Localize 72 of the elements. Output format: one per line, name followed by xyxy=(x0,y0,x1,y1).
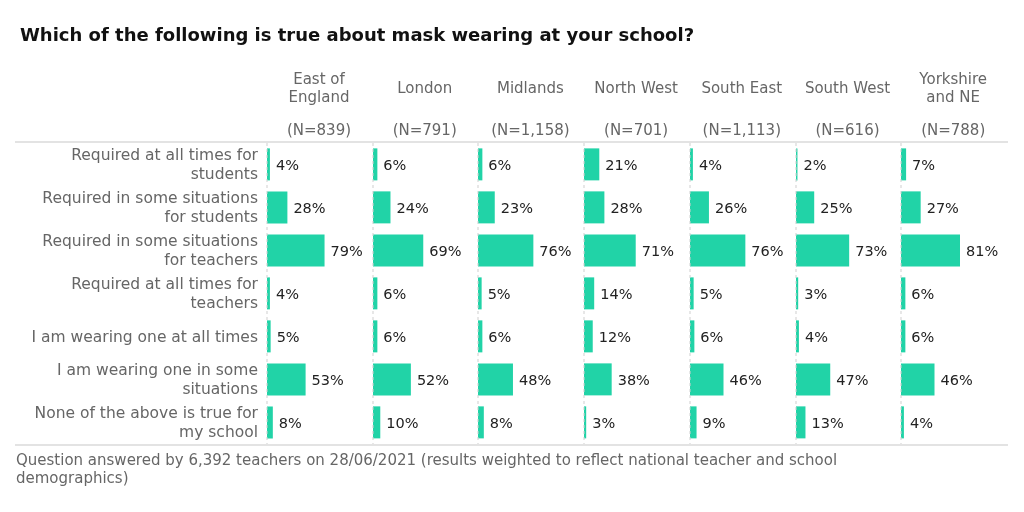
data-label: 48% xyxy=(519,371,552,388)
y-tick-label: Required in some situations for teachers xyxy=(42,232,258,270)
data-label: 5% xyxy=(276,328,300,345)
data-label: 23% xyxy=(501,199,534,216)
text: Which of the following is true about mask wearing at your school? xyxy=(20,24,695,46)
data-label: 4% xyxy=(698,156,722,173)
data-label: 3% xyxy=(592,414,616,431)
data-label: 7% xyxy=(912,156,936,173)
data-label: 13% xyxy=(810,414,844,431)
data-label: 6% xyxy=(911,328,935,345)
data-label: 27% xyxy=(926,199,960,216)
chart-title: South East xyxy=(701,79,783,97)
data-label: 2% xyxy=(802,156,826,173)
chart-subtitle: (N=839) xyxy=(286,121,352,139)
y-tick-label: Required in some situations for students xyxy=(42,189,258,227)
data-label: 28% xyxy=(293,199,326,216)
chart-title: South West xyxy=(804,79,891,97)
data-label: 5% xyxy=(699,285,723,302)
chart-subtitle: (N=616) xyxy=(815,121,880,139)
data-label: 4% xyxy=(275,156,299,173)
data-label: 4% xyxy=(804,328,828,345)
data-label: 6% xyxy=(383,156,407,173)
data-label: 28% xyxy=(610,199,643,216)
data-label: 69% xyxy=(428,242,462,259)
data-label: 24% xyxy=(396,199,429,216)
data-label: 79% xyxy=(330,242,363,259)
y-tick-label: I am wearing one at all times xyxy=(31,327,258,346)
data-label: 4% xyxy=(910,414,934,431)
data-label: 21% xyxy=(605,156,638,173)
chart-title: London xyxy=(397,79,453,97)
data-label: 4% xyxy=(275,285,299,302)
data-label: 6% xyxy=(383,328,407,345)
chart-subtitle: (N=791) xyxy=(392,121,457,139)
data-label: 9% xyxy=(702,414,726,431)
data-label: 8% xyxy=(490,414,514,431)
data-label: 6% xyxy=(488,156,512,173)
data-label: 46% xyxy=(729,371,762,388)
data-label: 76% xyxy=(751,242,784,259)
data-label: 25% xyxy=(819,199,852,216)
data-label: 47% xyxy=(835,371,868,388)
chart-title: East of England xyxy=(287,70,351,106)
chart-subtitle: (N=1,113) xyxy=(702,121,782,139)
data-label: 53% xyxy=(311,371,344,388)
y-tick-label: Required at all times for teachers xyxy=(71,275,259,313)
chart-subtitle: (N=701) xyxy=(604,121,669,139)
text: Question answered by 6,392 teachers on 28/06/2021 (results weighted to reflect national teacher and school demographics) xyxy=(16,451,839,487)
data-label: 14% xyxy=(600,285,633,302)
data-label: 81% xyxy=(966,242,999,259)
y-tick-label: I am wearing one in some situations xyxy=(56,361,258,399)
data-label: 52% xyxy=(416,371,449,388)
y-tick-label: Required at all times for students xyxy=(71,146,259,184)
data-label: 6% xyxy=(488,328,512,345)
data-label: 6% xyxy=(700,328,724,345)
data-label: 46% xyxy=(940,371,973,388)
data-label: 6% xyxy=(911,285,935,302)
data-label: 71% xyxy=(641,242,675,259)
chart-subtitle: (N=1,158) xyxy=(491,121,570,139)
data-label: 73% xyxy=(854,242,887,259)
data-label: 3% xyxy=(803,285,827,302)
data-label: 5% xyxy=(488,285,512,302)
chart-title: North West xyxy=(594,79,678,97)
data-label: 10% xyxy=(385,414,419,431)
data-label: 26% xyxy=(714,199,747,216)
chart-title: Midlands xyxy=(496,79,564,97)
chart-subtitle: (N=788) xyxy=(921,121,986,139)
data-label: 76% xyxy=(539,242,572,259)
data-label: 12% xyxy=(598,328,632,345)
data-label: 6% xyxy=(383,285,407,302)
y-tick-label: None of the above is true for my school xyxy=(34,404,259,442)
chart-title: Yorkshire and NE xyxy=(918,70,989,106)
data-label: 8% xyxy=(278,414,302,431)
data-label: 38% xyxy=(617,371,651,388)
